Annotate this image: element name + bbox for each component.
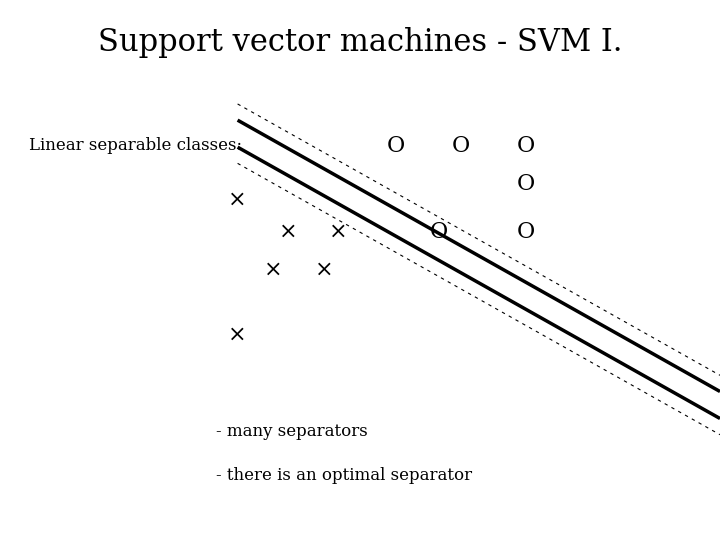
- Text: Support vector machines - SVM I.: Support vector machines - SVM I.: [98, 27, 622, 58]
- Text: O: O: [430, 221, 449, 243]
- Text: ×: ×: [228, 189, 247, 211]
- Text: O: O: [516, 173, 535, 194]
- Text: ×: ×: [264, 259, 283, 281]
- Text: ×: ×: [228, 324, 247, 346]
- Text: ×: ×: [329, 221, 348, 243]
- Text: Linear separable classes:: Linear separable classes:: [29, 137, 242, 154]
- Text: O: O: [387, 135, 405, 157]
- Text: O: O: [451, 135, 470, 157]
- Text: O: O: [516, 221, 535, 243]
- Text: ×: ×: [315, 259, 333, 281]
- Text: - there is an optimal separator: - there is an optimal separator: [216, 467, 472, 484]
- Text: ×: ×: [279, 221, 297, 243]
- Text: O: O: [516, 135, 535, 157]
- Text: - many separators: - many separators: [216, 423, 368, 441]
